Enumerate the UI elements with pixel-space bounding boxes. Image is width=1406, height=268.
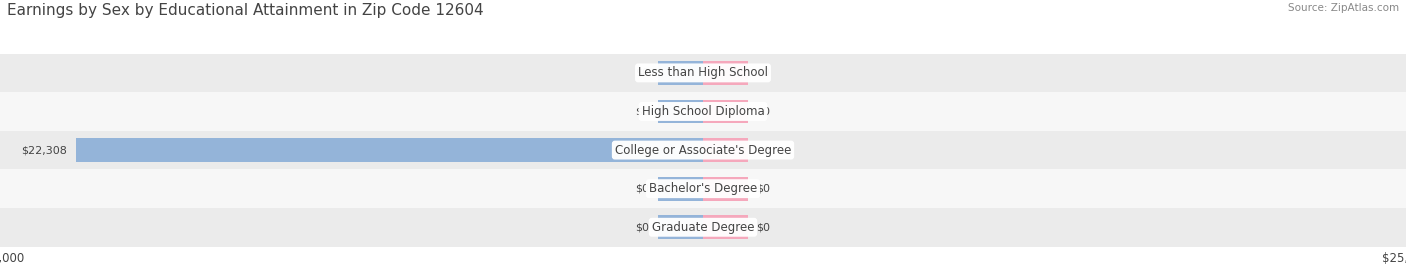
Text: Less than High School: Less than High School: [638, 66, 768, 79]
Text: College or Associate's Degree: College or Associate's Degree: [614, 144, 792, 157]
Text: $0: $0: [636, 68, 650, 78]
Bar: [703, 215, 748, 239]
Text: High School Diploma: High School Diploma: [641, 105, 765, 118]
Bar: [0, 131, 1406, 169]
Text: $0: $0: [756, 145, 770, 155]
Text: $0: $0: [636, 184, 650, 194]
Bar: [703, 138, 748, 162]
Text: $0: $0: [756, 68, 770, 78]
Text: $0: $0: [636, 222, 650, 232]
Bar: [703, 177, 748, 201]
Bar: [0, 54, 1406, 92]
Bar: [703, 99, 748, 124]
Bar: [0, 92, 1406, 131]
Bar: [0, 208, 1406, 247]
Text: Bachelor's Degree: Bachelor's Degree: [650, 182, 756, 195]
Bar: [0, 169, 1406, 208]
Bar: [76, 138, 703, 162]
Bar: [658, 177, 703, 201]
Bar: [658, 99, 703, 124]
Text: $0: $0: [756, 106, 770, 117]
Bar: [658, 61, 703, 85]
Text: $0: $0: [756, 184, 770, 194]
Text: Earnings by Sex by Educational Attainment in Zip Code 12604: Earnings by Sex by Educational Attainmen…: [7, 3, 484, 18]
Text: $22,308: $22,308: [21, 145, 67, 155]
Text: Graduate Degree: Graduate Degree: [652, 221, 754, 234]
Text: $0: $0: [756, 222, 770, 232]
Text: $0: $0: [636, 106, 650, 117]
Bar: [658, 215, 703, 239]
Text: Source: ZipAtlas.com: Source: ZipAtlas.com: [1288, 3, 1399, 13]
Bar: [703, 61, 748, 85]
